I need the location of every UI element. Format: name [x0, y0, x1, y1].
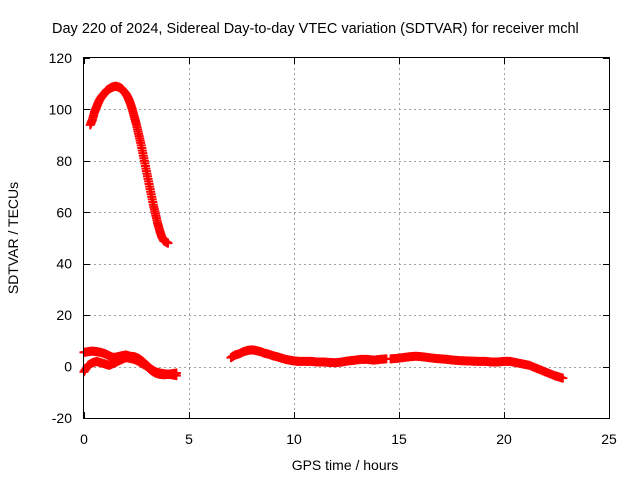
data-point: [171, 368, 181, 378]
series-arc-c: [226, 345, 391, 368]
data-point: [558, 373, 568, 383]
x-tick-label: 20: [496, 431, 512, 447]
series-arc-d: [386, 351, 568, 383]
y-axis-label: SDTVAR / TECUs: [5, 182, 21, 294]
x-axis-label: GPS time / hours: [292, 457, 399, 473]
series-arc-b: [79, 353, 181, 380]
chart-title: Day 220 of 2024, Sidereal Day-to-day VTE…: [52, 21, 579, 37]
x-tick-labels: 0 5 10 15 20 25: [80, 431, 617, 447]
x-tick-label: 0: [80, 431, 88, 447]
series-high-arc: [85, 81, 173, 248]
y-tick-label: 120: [49, 50, 73, 66]
x-tick-label: 10: [286, 431, 302, 447]
y-tick-labels: -20 0 20 40 60 80 100 120: [49, 50, 73, 426]
y-tick-label: 40: [56, 256, 72, 272]
x-tick-label: 25: [601, 431, 617, 447]
data-points: [79, 81, 568, 383]
y-tick-label: -20: [52, 410, 72, 426]
plot-frame: [83, 57, 610, 419]
x-tick-label: 15: [391, 431, 407, 447]
y-tick-label: 0: [64, 359, 72, 375]
data-point: [163, 238, 173, 248]
y-tick-label: 60: [56, 204, 72, 220]
y-tick-label: 100: [49, 101, 73, 117]
y-tick-label: 20: [56, 307, 72, 323]
x-tick-label: 5: [185, 431, 193, 447]
y-tick-label: 80: [56, 153, 72, 169]
